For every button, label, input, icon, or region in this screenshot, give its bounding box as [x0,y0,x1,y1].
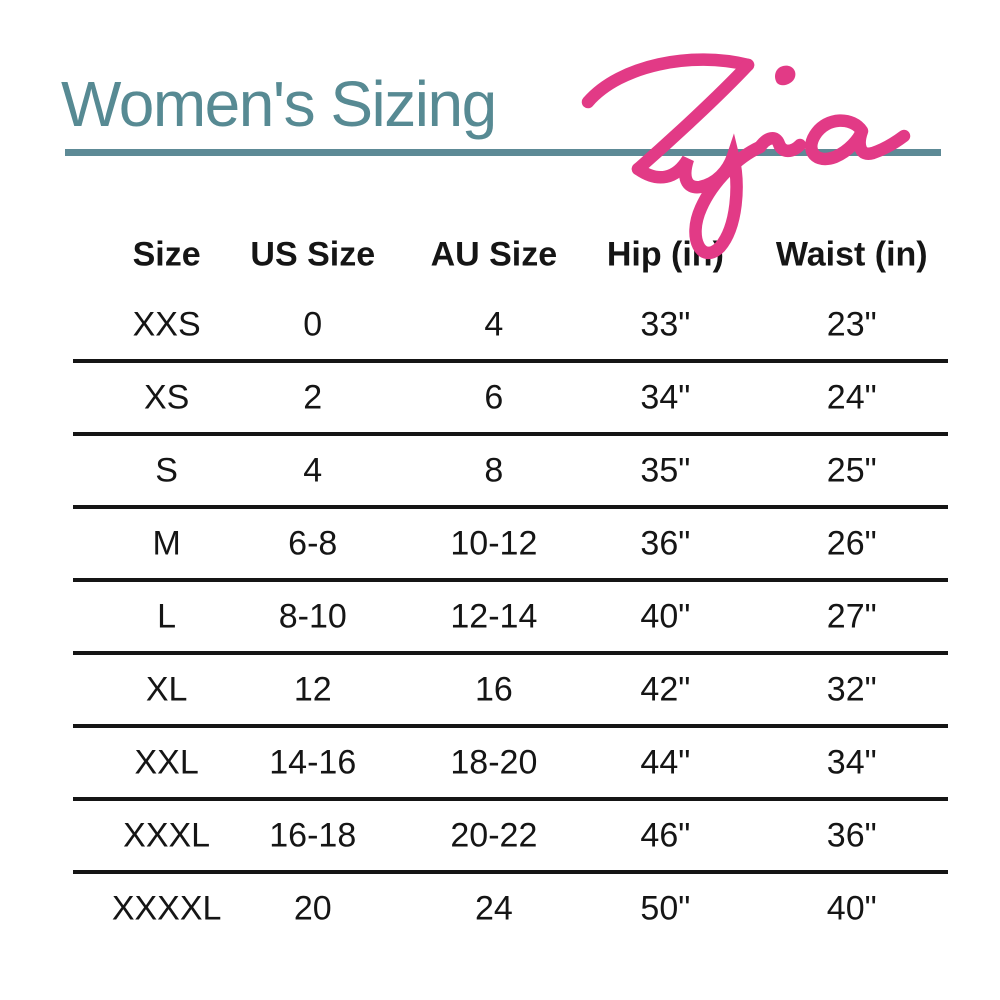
table-cell: 40" [826,889,877,927]
table-cell: 33" [640,305,691,343]
table-body: XXS 0 4 33" 23" XS 2 6 34" 24" S 4 8 35" 25" M 6-8 10-12 3… [73,290,948,943]
title-underline [65,149,941,156]
table-cell: 12 [293,670,332,708]
table-cell: 20-22 [450,816,538,854]
logo-i [753,132,807,158]
table-row: XXXXL 20 24 50" 40" [73,874,948,943]
table-cell: 36" [640,524,691,562]
table-cell: XXXL [123,816,211,854]
table-cell: XXXXL [111,889,222,927]
table-cell: 8 [484,451,504,489]
table-row: M 6-8 10-12 36" 26" [73,509,948,582]
table-cell: 50" [640,889,691,927]
table-cell: 18-20 [450,743,538,781]
sizing-table: Size US Size AU Size Hip (in) Waist (in)… [73,220,948,943]
table-cell: XS [143,378,190,416]
logo-z-diagonal [631,58,755,176]
table-cell: 0 [303,305,323,343]
table-cell: 2 [303,378,323,416]
table-row: XXS 0 4 33" 23" [73,290,948,363]
column-header-us-size: US Size [250,235,376,274]
logo-i-dot [775,65,796,86]
column-header-waist: Waist (in) [775,235,928,274]
table-cell: 14-16 [269,743,357,781]
table-cell: 8-10 [278,597,347,635]
table-cell: 16 [474,670,513,708]
logo-z-swash [581,53,755,109]
table-cell: 46" [640,816,691,854]
table-row: S 4 8 35" 25" [73,436,948,509]
table-cell: 6 [484,378,504,416]
table-row: XS 2 6 34" 24" [73,363,948,436]
table-cell: 10-12 [450,524,538,562]
table-cell: 4 [303,451,323,489]
table-row: XL 12 16 42" 32" [73,655,948,728]
table-cell: M [152,524,181,562]
table-cell: 16-18 [269,816,357,854]
table-cell: 24 [474,889,513,927]
table-cell: 40" [640,597,691,635]
table-cell: 44" [640,743,691,781]
table-cell: 6-8 [288,524,338,562]
table-cell: 25" [826,451,877,489]
table-cell: S [155,451,178,489]
table-row: XXL 14-16 18-20 44" 34" [73,728,948,801]
table-cell: 35" [640,451,691,489]
table-cell: 24" [826,378,877,416]
table-cell: 32" [826,670,877,708]
table-cell: 20 [293,889,332,927]
zyia-logo [581,53,911,260]
table-cell: XXL [134,743,199,781]
page-title: Women's Sizing [61,68,497,140]
table-cell: 23" [826,305,877,343]
table-cell: 36" [826,816,877,854]
table-row: XXXL 16-18 20-22 46" 36" [73,801,948,874]
logo-a [805,114,911,166]
column-header-au-size: AU Size [430,235,558,274]
table-cell: 12-14 [450,597,538,635]
column-header-size: Size [132,235,201,274]
logo-y-loop [631,133,767,260]
table-row: L 8-10 12-14 40" 27" [73,582,948,655]
table-cell: XXS [132,305,201,343]
table-cell: L [157,597,177,635]
table-cell: 26" [826,524,877,562]
table-cell: 42" [640,670,691,708]
table-cell: 4 [484,305,504,343]
table-cell: 34" [826,743,877,781]
table-cell: 34" [640,378,691,416]
table-cell: XL [145,670,188,708]
table-cell: 27" [826,597,877,635]
